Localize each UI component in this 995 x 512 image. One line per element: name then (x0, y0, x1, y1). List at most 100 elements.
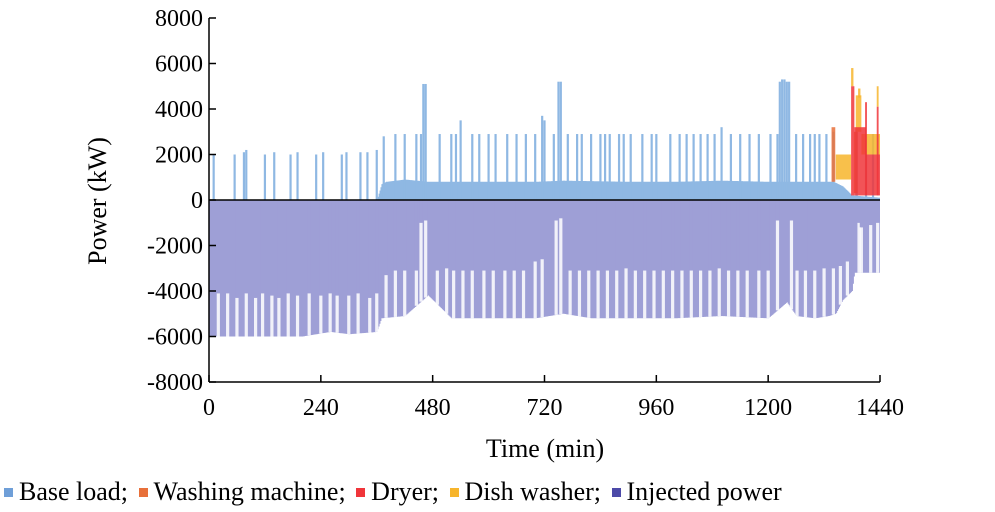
injected-power-bar (577, 270, 582, 317)
injected-power-bar (286, 293, 290, 337)
injected-power-bar (384, 275, 388, 318)
injected-power-bar (577, 200, 582, 271)
base-load-bar (739, 134, 742, 200)
base-load-bar (366, 152, 369, 200)
base-load-bar (748, 134, 751, 200)
base-load-bar (557, 81, 560, 200)
base-load-bar (487, 134, 490, 200)
injected-power-bar (216, 293, 220, 337)
injected-power-bar (244, 293, 248, 337)
legend-swatch (449, 487, 459, 497)
injected-power-bar (503, 200, 507, 271)
injected-power-bar (757, 200, 761, 271)
dish-washer-bar (876, 86, 879, 107)
base-load-bar (494, 134, 497, 200)
injected-power-bar (307, 200, 311, 294)
base-load-bar (589, 134, 593, 200)
injected-power-bar (859, 200, 863, 228)
injected-power-bar (253, 200, 258, 298)
base-load-bar (242, 152, 246, 200)
injected-power-bar (745, 200, 749, 271)
base-load-bar (375, 149, 378, 200)
injected-power-bar (244, 200, 248, 294)
injected-power-bar (235, 200, 239, 298)
injected-power-bar (633, 270, 637, 319)
injected-power-bar (368, 200, 372, 298)
injected-power-bar (435, 270, 439, 305)
injected-power-bar (680, 200, 684, 271)
dryer-bar (866, 154, 880, 196)
injected-power-series (209, 200, 880, 337)
base-load-bar (778, 81, 781, 200)
injected-power-bar (708, 270, 712, 317)
base-load-bar (603, 134, 607, 200)
injected-power-bar (568, 200, 572, 271)
base-load-bar (650, 134, 653, 200)
base-load-bar (424, 83, 427, 200)
injected-power-bar (554, 220, 558, 315)
injected-power-bar (876, 200, 880, 223)
injected-power-bar (424, 220, 428, 298)
injected-power-bar (795, 270, 799, 317)
base-load-bar (685, 134, 688, 200)
injected-power-bar (226, 200, 230, 294)
injected-power-bar (521, 200, 526, 271)
dish-washer-bar (851, 68, 854, 87)
base-load-bar (818, 134, 821, 200)
injected-power-bar (559, 200, 563, 219)
legend-label: Injected power (626, 477, 782, 506)
base-load-bar (825, 134, 828, 200)
base-load-series (212, 79, 880, 200)
base-load-bar (296, 152, 299, 200)
y-tick-label: 8000 (155, 6, 203, 32)
base-load-bar (580, 134, 583, 200)
base-load-bar (776, 134, 779, 200)
injected-power-bar (482, 200, 486, 271)
base-load-bar (454, 134, 458, 200)
injected-power-bar (533, 200, 537, 262)
injected-power-bar (757, 270, 761, 318)
injected-power-bar (624, 268, 628, 319)
base-load-bar (419, 134, 423, 200)
injected-power-bar (253, 297, 258, 337)
injected-power-bar (347, 200, 351, 296)
base-load-bar (559, 81, 562, 200)
base-load-bar (382, 136, 385, 200)
dryer-bar (851, 86, 855, 196)
injected-power-bar (295, 200, 300, 296)
base-load-bar (315, 154, 318, 200)
injected-power-bar (615, 200, 619, 271)
legend-item: Washing machine; (135, 477, 353, 507)
injected-power-bar (857, 222, 861, 273)
injected-power-bar (838, 265, 842, 305)
legend-label: Base load; (19, 477, 135, 506)
injected-power-bar (419, 222, 423, 302)
base-load-area (377, 179, 880, 200)
y-tick-label: -8000 (147, 370, 203, 396)
injected-power-bar (568, 270, 572, 315)
base-load-bar (541, 115, 544, 200)
dryer-bar (865, 102, 867, 196)
injected-power-bar (277, 297, 281, 337)
injected-power-bar (356, 200, 360, 294)
base-load-bar (524, 134, 527, 200)
legend-item: Dish washer; (446, 477, 608, 507)
injected-power-bar (876, 222, 880, 273)
injected-power-bar (859, 227, 863, 273)
injected-power-bar (661, 200, 665, 271)
injected-power-bar (461, 200, 465, 271)
base-load-bar (263, 154, 267, 200)
injected-power-bar (699, 200, 703, 271)
base-load-bar (641, 134, 644, 200)
base-load-bar (245, 149, 248, 200)
injected-power-bar (717, 200, 721, 269)
injected-power-bar (393, 270, 397, 317)
injected-power-bar (435, 200, 439, 271)
injected-power-bar (445, 268, 449, 314)
injected-power-bar (803, 270, 808, 318)
injected-power-bar (643, 270, 647, 319)
base-load-bar (289, 154, 292, 200)
injected-power-bar (671, 270, 675, 319)
dryer-bar (854, 127, 867, 196)
legend-swatch (356, 487, 366, 497)
